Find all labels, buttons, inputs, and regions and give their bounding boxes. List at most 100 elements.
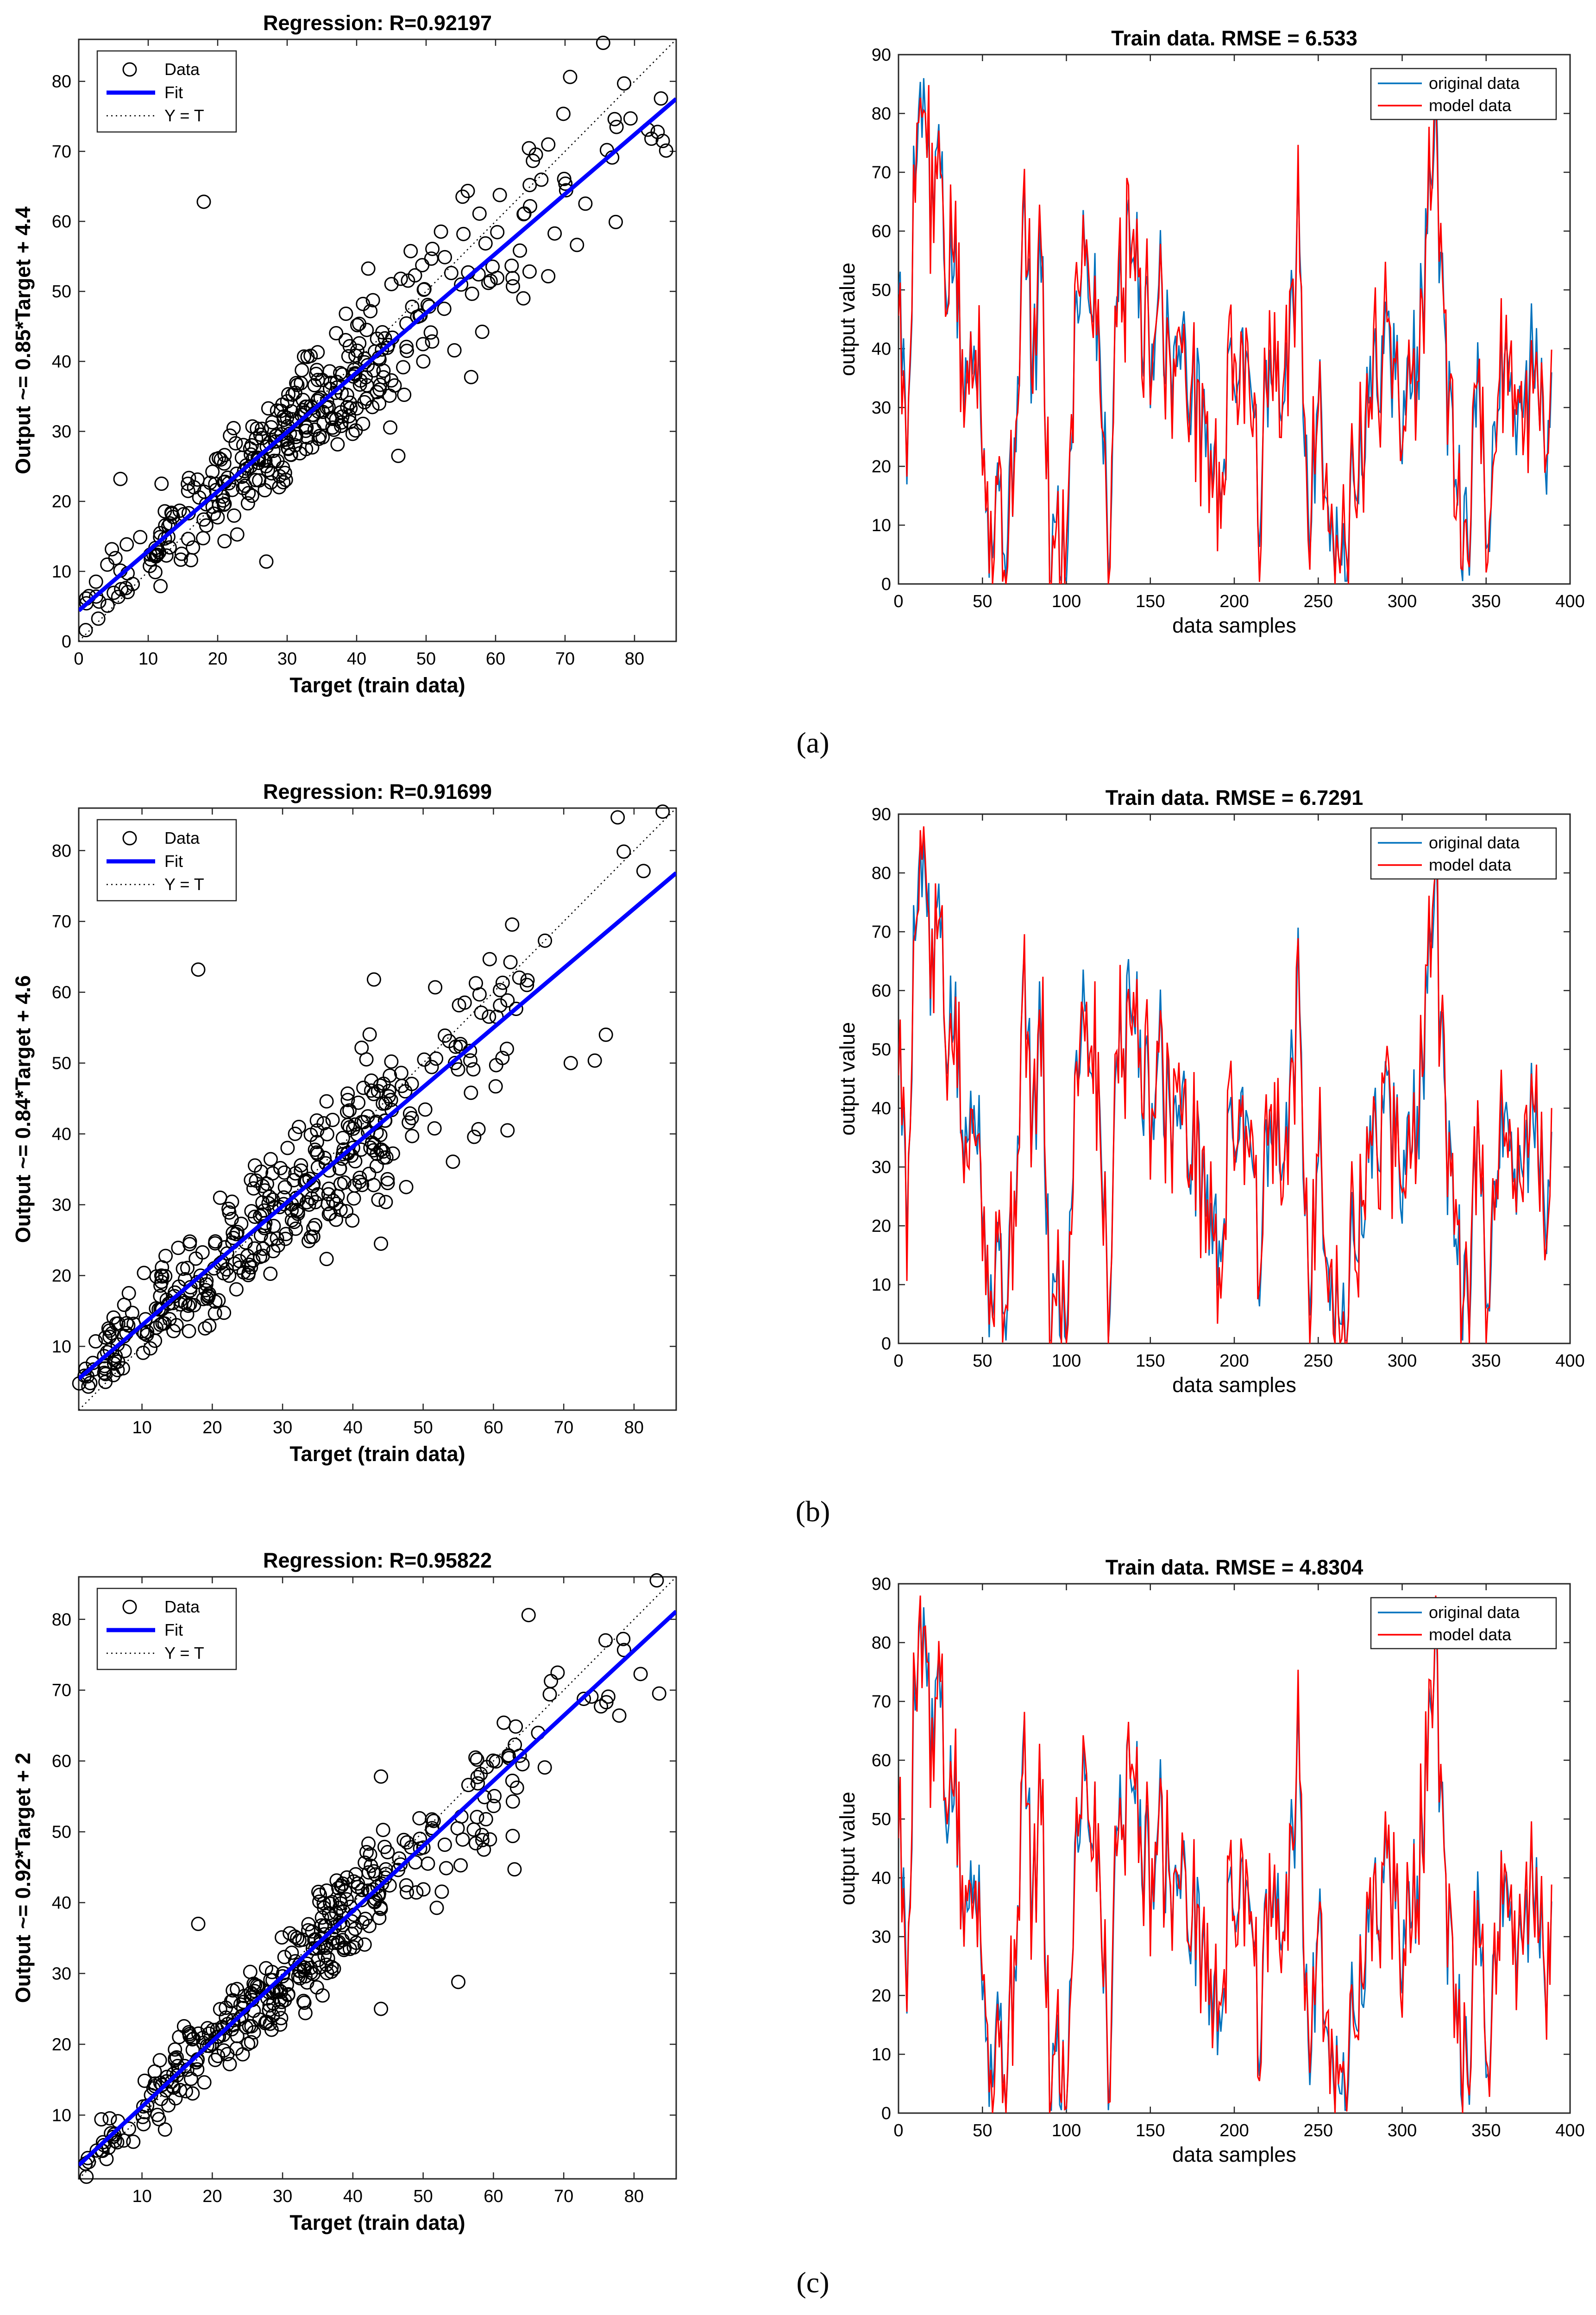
b-reg-data-point [616, 844, 631, 859]
a-reg-data-point [325, 420, 340, 435]
b-reg-y-tick-label: 20 [52, 1266, 71, 1286]
c-ts-title: Train data. RMSE = 4.8304 [1106, 1556, 1364, 1579]
c-reg-data-point [479, 1760, 494, 1775]
a-reg-data-point [311, 432, 326, 446]
a-reg-data-point [299, 442, 314, 457]
a-ts-y-tick-label: 50 [872, 281, 891, 300]
b-reg-data-point [263, 1267, 278, 1281]
b-reg-data-point [182, 1234, 197, 1249]
a-reg-data-point [252, 473, 267, 488]
c-reg-x-label: Target (train data) [289, 2211, 465, 2234]
c-reg-data-point [197, 2075, 212, 2090]
a-reg-data-point [330, 437, 345, 452]
b-reg-data-point [384, 1054, 399, 1069]
c-reg-data-point [110, 2135, 125, 2150]
b-reg-data-point [81, 1379, 96, 1394]
a-reg-data-point [405, 299, 420, 314]
c-reg-data-point [161, 2098, 176, 2113]
b-reg-data-point [655, 804, 670, 819]
b-reg-data-point [366, 972, 381, 987]
b-reg-data-point [360, 1109, 375, 1124]
c-reg-data-point [311, 1884, 326, 1899]
b-reg-x-tick-label: 80 [624, 1418, 644, 1437]
c-ts-y-tick-label: 30 [872, 1927, 891, 1947]
c-reg-data-point [429, 1901, 444, 1915]
a-reg-legend-label: Y = T [164, 106, 204, 125]
c-reg-data-point [205, 2023, 220, 2038]
b-reg-data-point [495, 975, 510, 990]
b-reg-data-point [261, 1196, 276, 1211]
a-ts-x-label: data samples [1172, 614, 1296, 637]
b-ts-y-tick-label: 60 [872, 981, 891, 1001]
b-reg-data-point [383, 1068, 397, 1083]
a-reg-data-point [333, 366, 348, 381]
c-reg-data-point [400, 1835, 415, 1850]
b-reg-y-tick-label: 40 [52, 1125, 71, 1144]
a-reg-data-point [283, 447, 298, 462]
a-reg-data-point [434, 224, 448, 239]
b-reg-data-point [294, 1158, 308, 1173]
b-reg-data-point [317, 1150, 332, 1165]
b-ts-x-tick-label: 50 [973, 1351, 992, 1371]
a-reg-data-point [274, 403, 289, 418]
a-reg-data-point [361, 261, 376, 276]
c-reg-title: Regression: R=0.95822 [263, 1549, 492, 1572]
c-reg-data-point [172, 2030, 187, 2045]
b-reg-data-point [303, 1127, 318, 1142]
b-reg-data-point [236, 1265, 251, 1280]
c-reg-data-point [305, 1941, 320, 1956]
c-reg-data-point [314, 1910, 329, 1925]
b-reg-y-tick-label: 80 [52, 841, 71, 861]
c-reg-data-point [505, 1829, 520, 1844]
b-reg-data-point [348, 1154, 363, 1169]
b-reg-data-point [306, 1229, 320, 1244]
c-ts-y-tick-label: 50 [872, 1810, 891, 1829]
a-reg-data-point [417, 282, 432, 297]
a-reg-data-point [403, 244, 418, 258]
b-reg-data-point [520, 973, 535, 988]
b-reg-data-point [325, 1112, 340, 1127]
a-reg-data-point [153, 579, 168, 594]
b-reg-data-point [310, 1187, 325, 1202]
a-reg-data-point [154, 477, 169, 491]
c-reg-data-point [333, 1892, 347, 1907]
c-reg-data-point [314, 1918, 329, 1933]
c-reg-data-point [116, 2133, 131, 2148]
a-reg-data-point [343, 395, 358, 410]
c-reg-data-point [293, 1971, 308, 1986]
c-reg-data-point [537, 1760, 552, 1775]
a-reg-data-point [196, 194, 211, 209]
c-ts-x-tick-label: 100 [1052, 2121, 1081, 2140]
a-reg-data-point [396, 360, 411, 375]
a-reg-data-point [506, 279, 521, 294]
b-reg-y-tick-label: 10 [52, 1337, 71, 1356]
c-reg-data-point [404, 1840, 419, 1855]
c-reg-data-point [471, 1776, 485, 1791]
b-reg-data-point [265, 1166, 280, 1181]
c-ts-y-tick-label: 90 [872, 1575, 891, 1594]
a-reg-data-point [475, 325, 490, 339]
a-reg-data-point [522, 264, 537, 279]
c-ts-legend [1370, 1597, 1557, 1650]
b-reg-data-point [340, 1086, 355, 1101]
b-reg-data-point [329, 1196, 344, 1211]
a-reg-data-point [655, 133, 670, 148]
a-reg-data-point [329, 326, 344, 341]
caption-a: (a) [796, 726, 829, 759]
a-ts-legend-label: original data [1429, 74, 1520, 93]
a-ts-y-tick-label: 30 [872, 398, 891, 418]
c-reg-data-point [598, 1633, 613, 1648]
b-reg-data-point [155, 1302, 170, 1317]
c-ts-chart: 0 50 100 150 200 250 300 350 400 0 10 20 30 40 50 60 70 8… [836, 1556, 1585, 2166]
a-ts-x-tick-label: 100 [1052, 592, 1081, 611]
b-reg-data-point [143, 1341, 158, 1356]
a-reg-data-point [416, 354, 431, 369]
b-reg-data-point [405, 1129, 420, 1143]
c-reg-chart: 10 20 30 40 50 60 70 80 10 20 30 40 50 60 70 80 Regressi… [11, 1549, 677, 2234]
a-reg-data-point [172, 503, 187, 518]
b-reg-data-point [217, 1305, 232, 1320]
a-reg-data-point [483, 274, 498, 289]
b-reg-data-point [538, 933, 553, 948]
a-ts-series-model [899, 85, 1552, 584]
c-reg-legend-label: Fit [164, 1620, 183, 1639]
